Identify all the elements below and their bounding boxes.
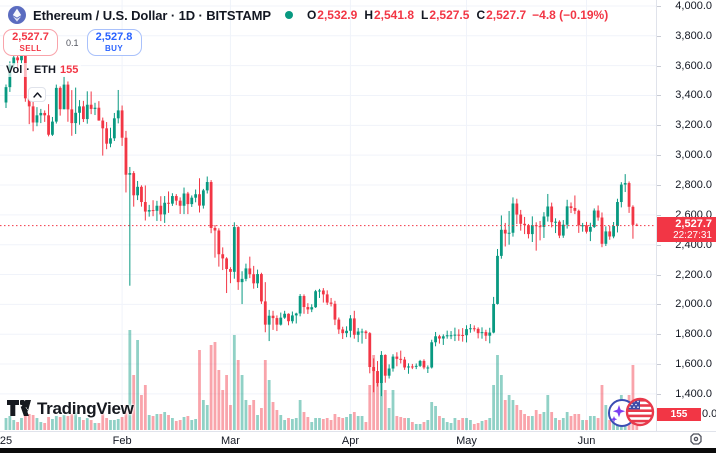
price-axis-label: 3,600.0 bbox=[675, 59, 712, 72]
close-value: 2,527.7 bbox=[486, 8, 527, 22]
ethereum-logo-icon bbox=[8, 6, 26, 24]
price-axis-tick bbox=[657, 185, 661, 186]
price-axis-tick bbox=[657, 125, 661, 127]
time-axis-label: Jun bbox=[577, 435, 596, 447]
pair-logo-eth-usd-icon bbox=[606, 396, 656, 428]
volume-legend[interactable]: Vol · ETH 155 bbox=[3, 63, 82, 77]
price-axis-label: 2,200.0 bbox=[675, 268, 712, 281]
price-axis-label: 1,600.0 bbox=[675, 358, 712, 371]
volume-legend-unit: ETH bbox=[33, 64, 56, 76]
close-label: C bbox=[476, 8, 486, 22]
low-value: 2,527.5 bbox=[429, 8, 470, 22]
price-axis-tick bbox=[657, 304, 661, 306]
price-axis-tick bbox=[657, 35, 661, 37]
chevron-up-icon bbox=[32, 91, 42, 98]
price-axis-label: 1,800.0 bbox=[675, 328, 712, 341]
sell-button[interactable]: 2,527.7 SELL bbox=[3, 29, 58, 56]
volume-legend-separator: · bbox=[26, 64, 30, 76]
time-axis-label: Feb bbox=[112, 435, 132, 447]
tradingview-logo-icon bbox=[7, 400, 31, 416]
low-label: L bbox=[421, 8, 429, 22]
market-status-dot-icon[interactable] bbox=[284, 11, 293, 19]
price-axis-label: 1,400.0 bbox=[675, 387, 712, 400]
price-axis-label: 4,000.0 bbox=[675, 0, 712, 12]
candle-countdown: 22:27:31 bbox=[673, 229, 712, 241]
chart-header: Ethereum / U.S. Dollar · 1D · BITSTAMP O… bbox=[8, 4, 608, 26]
time-axis[interactable]: 25 Feb Mar Apr May Jun bbox=[0, 431, 716, 448]
price-axis-tick bbox=[657, 95, 661, 97]
collapse-panel-button[interactable] bbox=[28, 87, 46, 102]
trade-panel: 2,527.7 SELL 0.1 2,527.8 BUY bbox=[3, 29, 142, 56]
time-axis-label: Apr bbox=[341, 435, 359, 447]
buy-button[interactable]: 2,527.8 BUY bbox=[86, 29, 142, 56]
buy-label: BUY bbox=[104, 44, 124, 53]
time-axis-label: May bbox=[456, 435, 477, 447]
price-axis-tick bbox=[657, 364, 661, 366]
price-axis-tick bbox=[657, 155, 661, 157]
price-axis-label: 2,000.0 bbox=[675, 298, 712, 311]
price-axis-label: 3,000.0 bbox=[675, 149, 712, 162]
price-axis-label: 2,800.0 bbox=[675, 179, 712, 191]
price-axis-tick bbox=[657, 65, 661, 67]
change-value: −4.8 (−0.19%) bbox=[532, 8, 609, 22]
price-axis-label: 3,800.0 bbox=[675, 29, 712, 42]
spread-value: 0.1 bbox=[64, 36, 81, 49]
window-bottom-edge bbox=[0, 448, 716, 453]
price-axis-tick bbox=[657, 5, 661, 7]
time-axis-label: Mar bbox=[220, 435, 240, 447]
price-axis-label: 3,400.0 bbox=[675, 89, 712, 102]
price-axis-tick bbox=[657, 274, 661, 276]
tradingview-watermark[interactable]: TradingView bbox=[7, 398, 134, 419]
current-price-badge: 2,527.7 22:27:31 bbox=[657, 216, 716, 242]
ohlc-values: O 2,532.9 H 2,541.8 L 2,527.5 C 2,527.7 −4.8… bbox=[307, 8, 608, 22]
high-label: H bbox=[364, 8, 373, 22]
current-price-value: 2,527.7 bbox=[675, 217, 712, 230]
price-axis-tick bbox=[657, 214, 661, 216]
sell-label: SELL bbox=[19, 44, 42, 53]
price-axis-label: 2,400.0 bbox=[675, 238, 712, 251]
volume-legend-value: 155 bbox=[59, 64, 79, 76]
current-volume-badge: 155 bbox=[657, 408, 701, 421]
high-value: 2,541.8 bbox=[374, 8, 415, 22]
partial-price-label: 0.0 bbox=[702, 408, 716, 420]
symbol-title[interactable]: Ethereum / U.S. Dollar · 1D · BITSTAMP bbox=[33, 7, 271, 23]
buy-price: 2,527.8 bbox=[95, 31, 133, 43]
open-value: 2,532.9 bbox=[317, 8, 358, 22]
time-axis-label: 25 bbox=[0, 435, 13, 447]
price-axis-label: 3,200.0 bbox=[675, 119, 712, 132]
price-axis-tick bbox=[657, 393, 661, 395]
price-axis-tick bbox=[657, 244, 661, 246]
price-axis-tick bbox=[657, 334, 661, 336]
volume-legend-label: Vol bbox=[6, 64, 23, 76]
watermark-text: TradingView bbox=[37, 398, 134, 418]
open-label: O bbox=[306, 8, 317, 22]
gear-icon bbox=[690, 433, 702, 445]
axis-settings-button[interactable] bbox=[688, 432, 704, 446]
sell-price: 2,527.7 bbox=[12, 31, 49, 43]
